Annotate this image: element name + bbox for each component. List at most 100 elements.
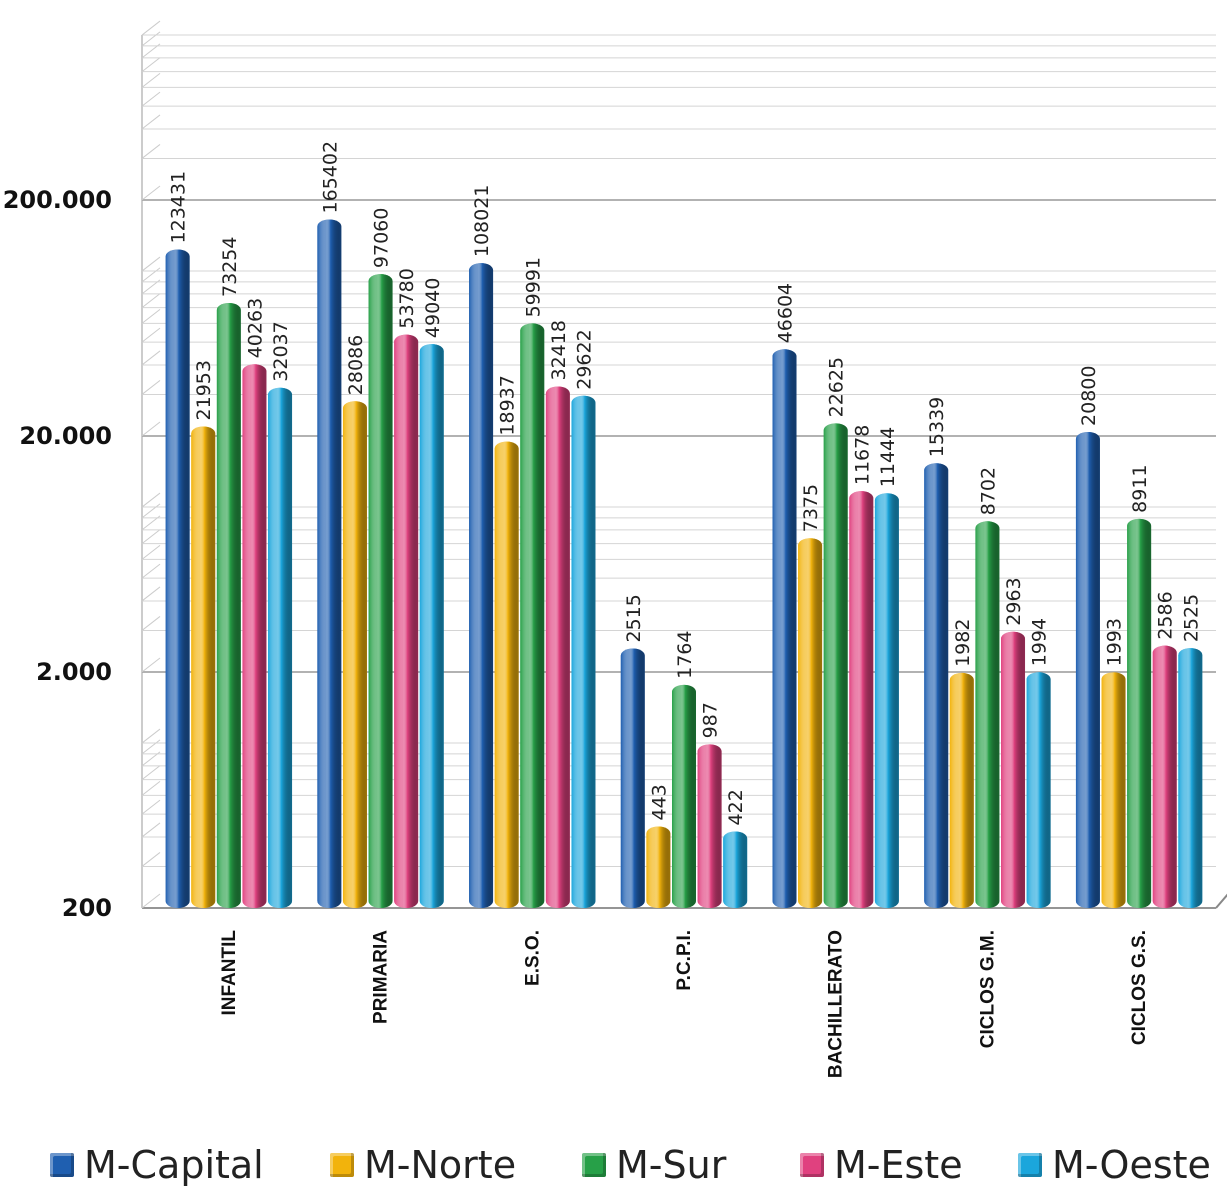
data-label: 2586	[1155, 591, 1177, 639]
bar-shading	[268, 387, 293, 909]
legend-swatch	[50, 1153, 74, 1177]
bar-shading	[798, 538, 823, 908]
data-label: 1982	[952, 619, 974, 667]
data-label: 32037	[270, 321, 292, 381]
x-tick-label: BACHILLERATO	[826, 930, 847, 1078]
data-label: 2525	[1180, 594, 1202, 642]
bar-shading	[394, 334, 419, 908]
bar-shading	[1026, 672, 1051, 908]
legend-label: M-Capital	[84, 1143, 264, 1187]
bar-shading	[672, 684, 696, 908]
legend-swatch	[330, 1153, 354, 1177]
legend-label: M-Norte	[364, 1143, 517, 1187]
legend-item: M-Sur	[582, 1140, 726, 1190]
data-label: 11444	[877, 427, 899, 487]
legend-item: M-Oeste	[1018, 1140, 1211, 1190]
bar-shading	[494, 441, 519, 908]
data-label: 40263	[244, 298, 266, 358]
data-label: 8911	[1129, 465, 1151, 513]
bar-shading	[646, 826, 671, 908]
data-label: 11678	[851, 425, 873, 485]
bars	[165, 219, 1203, 909]
data-label: 32418	[548, 320, 570, 380]
data-label: 29622	[573, 329, 595, 389]
data-label: 422	[725, 789, 747, 825]
data-label: 1764	[674, 631, 696, 679]
data-label: 53780	[396, 268, 418, 328]
data-label: 49040	[422, 278, 444, 338]
data-label: 73254	[219, 236, 241, 296]
bar-shading	[191, 426, 216, 908]
bar-shading	[469, 263, 494, 908]
bar-shading	[1101, 672, 1126, 908]
bar-shading	[419, 344, 444, 908]
legend-item: M-Este	[800, 1140, 963, 1190]
data-label: 1994	[1029, 618, 1051, 666]
data-label: 22625	[826, 357, 848, 417]
y-tick-label: 20.000	[19, 422, 112, 450]
data-label: 2515	[623, 594, 645, 642]
legend-swatch	[800, 1153, 824, 1177]
bar-shading	[342, 401, 367, 908]
data-label: 59991	[522, 257, 544, 317]
data-label: 46604	[775, 283, 797, 343]
bar-shading	[571, 395, 596, 909]
bar-shading	[823, 423, 848, 908]
data-label: 443	[648, 784, 670, 820]
legend: M-Capital M-Norte M-Sur M-Este M-Oeste	[0, 1140, 1227, 1190]
bar-shading	[849, 491, 874, 908]
bar-shading	[1178, 648, 1203, 908]
data-label: 108021	[471, 185, 493, 258]
bar-shading	[1127, 518, 1152, 908]
bar-shading	[874, 493, 899, 908]
data-label: 21953	[193, 360, 215, 420]
bar-shading	[1152, 645, 1177, 908]
bar-shading	[1001, 631, 1026, 908]
bar-shading	[545, 386, 570, 908]
legend-label: M-Sur	[616, 1143, 727, 1187]
data-label: 987	[700, 702, 722, 738]
data-label: 28086	[345, 335, 367, 395]
data-label: 97060	[371, 208, 393, 268]
x-tick-label: E.S.O.	[522, 930, 543, 986]
legend-label: M-Oeste	[1052, 1143, 1211, 1187]
bar-shading	[242, 364, 267, 908]
legend-item: M-Capital	[50, 1140, 264, 1190]
x-tick-label: P.C.P.I.	[674, 930, 695, 991]
bar-shading	[620, 648, 645, 908]
x-tick-label: CICLOS G.M.	[977, 930, 998, 1048]
x-tick-label: INFANTIL	[219, 930, 240, 1016]
data-label: 1993	[1104, 618, 1126, 666]
legend-swatch	[1018, 1153, 1042, 1177]
legend-swatch	[582, 1153, 606, 1177]
bar-shading	[165, 249, 190, 909]
bar-shading	[723, 831, 748, 908]
bar-shading	[520, 323, 545, 908]
bar-shading	[949, 672, 974, 908]
legend-label: M-Este	[834, 1143, 963, 1187]
data-label: 18937	[497, 375, 519, 435]
bar-shading	[368, 274, 393, 908]
bar-chart: 200 2.000 20.000 200.000 INFANTIL PRIMARIA E.S…	[3, 20, 1227, 1078]
bar-shading	[772, 349, 797, 909]
data-label: 165402	[319, 141, 341, 214]
data-label: 2963	[1003, 577, 1025, 625]
y-tick-label: 200	[62, 894, 112, 922]
bar-shading	[697, 744, 722, 908]
legend-item: M-Norte	[330, 1140, 516, 1190]
data-label: 7375	[800, 484, 822, 532]
bar-shading	[924, 463, 949, 908]
data-label: 8702	[977, 467, 999, 515]
bar-shading	[216, 302, 241, 908]
x-tick-label: PRIMARIA	[371, 930, 392, 1024]
y-tick-label: 200.000	[3, 186, 112, 214]
data-label: 123431	[168, 171, 190, 244]
x-tick-label: CICLOS G.S.	[1129, 930, 1150, 1045]
data-label: 15339	[926, 397, 948, 457]
bar-shading	[317, 219, 342, 908]
bar-shading	[975, 521, 1000, 908]
y-tick-label: 2.000	[36, 658, 112, 686]
bar-shading	[1075, 431, 1100, 908]
